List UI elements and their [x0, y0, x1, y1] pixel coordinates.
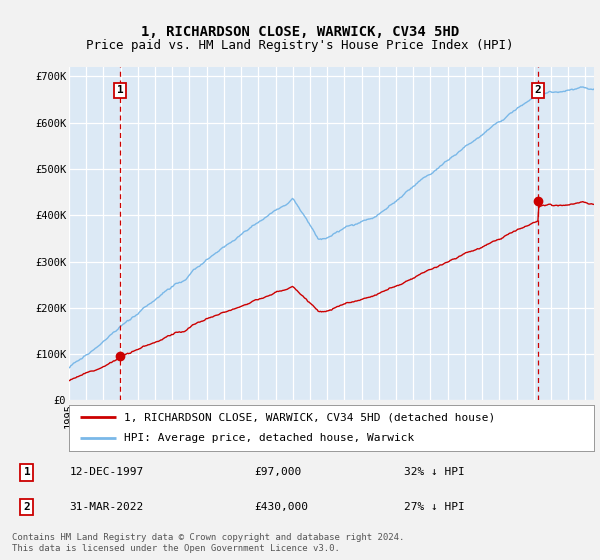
- Text: 1, RICHARDSON CLOSE, WARWICK, CV34 5HD (detached house): 1, RICHARDSON CLOSE, WARWICK, CV34 5HD (…: [124, 412, 496, 422]
- Text: 1: 1: [116, 85, 124, 95]
- Text: 2: 2: [535, 85, 541, 95]
- Text: Price paid vs. HM Land Registry's House Price Index (HPI): Price paid vs. HM Land Registry's House …: [86, 39, 514, 52]
- Text: 31-MAR-2022: 31-MAR-2022: [70, 502, 144, 512]
- Text: 1, RICHARDSON CLOSE, WARWICK, CV34 5HD: 1, RICHARDSON CLOSE, WARWICK, CV34 5HD: [141, 25, 459, 39]
- Text: £430,000: £430,000: [254, 502, 308, 512]
- Text: 12-DEC-1997: 12-DEC-1997: [70, 468, 144, 478]
- Text: £97,000: £97,000: [254, 468, 301, 478]
- Text: 32% ↓ HPI: 32% ↓ HPI: [404, 468, 464, 478]
- Text: HPI: Average price, detached house, Warwick: HPI: Average price, detached house, Warw…: [124, 433, 415, 444]
- Text: 1: 1: [23, 468, 30, 478]
- Text: 27% ↓ HPI: 27% ↓ HPI: [404, 502, 464, 512]
- Text: Contains HM Land Registry data © Crown copyright and database right 2024.
This d: Contains HM Land Registry data © Crown c…: [12, 533, 404, 553]
- Text: 2: 2: [23, 502, 30, 512]
